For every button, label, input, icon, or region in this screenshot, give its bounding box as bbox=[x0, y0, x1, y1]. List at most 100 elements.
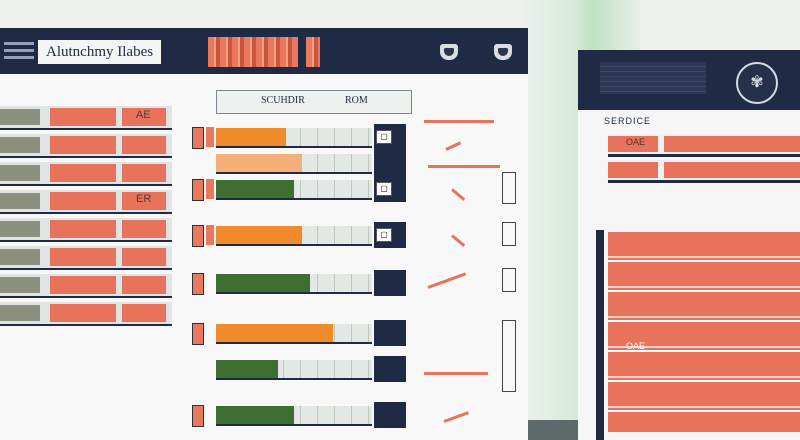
column-header: SCUHDIR ROM bbox=[216, 90, 412, 114]
doc-icon[interactable]: ▢ bbox=[376, 228, 392, 242]
row-action[interactable] bbox=[374, 402, 406, 428]
row-bar bbox=[122, 248, 166, 266]
row-tag bbox=[206, 127, 214, 147]
row-bar bbox=[50, 192, 116, 210]
row-action[interactable] bbox=[374, 320, 406, 346]
title-swatch bbox=[208, 37, 298, 67]
progress-row[interactable] bbox=[192, 150, 412, 176]
title-bar: Alutnchmy Ilabes bbox=[0, 28, 528, 74]
row-bar bbox=[50, 248, 116, 266]
row-action[interactable]: ▢ bbox=[374, 222, 406, 248]
row-grip[interactable] bbox=[0, 305, 40, 321]
progress-fill bbox=[216, 226, 302, 244]
row-grip[interactable] bbox=[0, 109, 40, 125]
progress-fill bbox=[216, 180, 294, 198]
row-bar bbox=[122, 108, 166, 126]
row-grip[interactable] bbox=[0, 165, 40, 181]
row-label: AE bbox=[136, 109, 151, 121]
progress-fill bbox=[216, 360, 279, 378]
row-tag bbox=[192, 323, 204, 345]
column-header-label: ROM bbox=[345, 95, 368, 106]
cup-icon[interactable] bbox=[440, 44, 458, 60]
progress-fill bbox=[216, 406, 294, 424]
row-bar bbox=[50, 220, 116, 238]
row-label: OAE bbox=[626, 137, 646, 147]
progress-row[interactable] bbox=[192, 402, 412, 428]
scrollbar[interactable] bbox=[502, 320, 516, 392]
row-grip[interactable] bbox=[0, 249, 40, 265]
row-tag bbox=[192, 273, 204, 295]
annotation-line bbox=[451, 188, 466, 201]
progress-track bbox=[216, 406, 372, 426]
secondary-title-bar: ✾ bbox=[578, 50, 800, 110]
annotation-line bbox=[424, 120, 494, 123]
row-label: OAE bbox=[626, 341, 646, 351]
annotation-line bbox=[445, 141, 462, 151]
annotation-line bbox=[428, 165, 500, 168]
progress-fill bbox=[216, 274, 310, 292]
annotation-line bbox=[451, 234, 466, 247]
row-action[interactable]: ▢ bbox=[374, 176, 406, 202]
row-grip[interactable] bbox=[0, 221, 40, 237]
row-cell bbox=[664, 136, 800, 152]
row-tag bbox=[192, 225, 204, 247]
progress-row[interactable]: ▢ bbox=[192, 124, 412, 150]
row-bar bbox=[50, 276, 116, 294]
annotation-line bbox=[427, 272, 467, 289]
list-item[interactable] bbox=[0, 134, 172, 158]
list-item[interactable]: AE bbox=[0, 106, 172, 130]
row-action[interactable] bbox=[374, 270, 406, 296]
row-action[interactable] bbox=[374, 356, 406, 382]
progress-track bbox=[216, 324, 372, 344]
row-bar bbox=[50, 164, 116, 182]
table-row[interactable]: OAE bbox=[608, 134, 800, 157]
table-row[interactable] bbox=[608, 160, 800, 183]
row-bar bbox=[50, 108, 116, 126]
row-action[interactable]: ▢ bbox=[374, 124, 406, 150]
progress-row[interactable] bbox=[192, 270, 412, 296]
doc-icon[interactable]: ▢ bbox=[376, 182, 392, 196]
row-grip[interactable] bbox=[0, 137, 40, 153]
row-action[interactable] bbox=[374, 150, 406, 176]
scroll-handle[interactable] bbox=[502, 268, 516, 292]
progress-track bbox=[216, 226, 372, 246]
row-bar bbox=[122, 304, 166, 322]
emblem-icon[interactable]: ✾ bbox=[736, 62, 778, 104]
progress-row[interactable]: ▢ bbox=[192, 222, 412, 248]
secondary-window: ✾ SERDICE OAE OAE bbox=[578, 50, 800, 440]
grid-scrollbar[interactable] bbox=[596, 230, 604, 440]
title-swatch-small bbox=[306, 37, 320, 67]
row-grip[interactable] bbox=[0, 193, 40, 209]
scroll-handle[interactable] bbox=[502, 172, 516, 204]
progress-fill bbox=[216, 154, 302, 172]
doc-icon[interactable]: ▢ bbox=[376, 130, 392, 144]
row-cell bbox=[608, 162, 658, 178]
list-item[interactable] bbox=[0, 246, 172, 270]
scroll-handle[interactable] bbox=[502, 222, 516, 246]
row-label: ER bbox=[136, 193, 152, 205]
annotation-line bbox=[424, 372, 488, 375]
list-item[interactable] bbox=[0, 274, 172, 298]
list-item[interactable] bbox=[0, 218, 172, 242]
column-header-label: SCUHDIR bbox=[261, 95, 305, 106]
cup-icon[interactable] bbox=[494, 44, 512, 60]
row-bar bbox=[122, 192, 166, 210]
list-item[interactable] bbox=[0, 162, 172, 186]
row-bar bbox=[50, 136, 116, 154]
progress-row[interactable]: ▢ bbox=[192, 176, 412, 202]
row-tag bbox=[206, 225, 214, 245]
progress-track bbox=[216, 360, 372, 380]
panel-header: SERDICE bbox=[604, 116, 652, 126]
progress-row[interactable] bbox=[192, 356, 412, 382]
list-item[interactable]: ER bbox=[0, 190, 172, 214]
list-item[interactable] bbox=[0, 302, 172, 326]
row-grip[interactable] bbox=[0, 277, 40, 293]
row-bar bbox=[122, 164, 166, 182]
table-row[interactable]: OAE bbox=[608, 338, 800, 358]
menu-icon[interactable] bbox=[4, 42, 34, 60]
row-tag bbox=[192, 127, 204, 149]
annotation-line bbox=[443, 411, 469, 423]
row-bar bbox=[122, 276, 166, 294]
progress-row[interactable] bbox=[192, 320, 412, 346]
main-window: Alutnchmy Ilabes SCUHDIR ROM AE ER ▢ ▢ ▢ bbox=[0, 28, 528, 440]
